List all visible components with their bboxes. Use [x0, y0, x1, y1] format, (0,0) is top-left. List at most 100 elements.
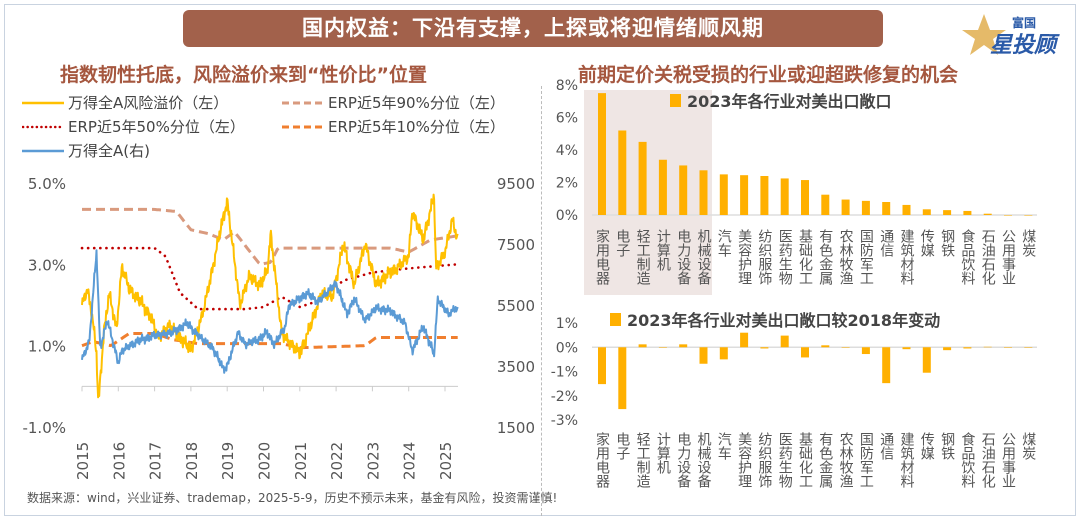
- category-label: 计算机: [655, 229, 671, 272]
- category-label: 食品饮料: [959, 228, 975, 285]
- bar-机械设备: [699, 170, 708, 215]
- legend-item-erp50: ERP近5年50%分位（左）: [22, 116, 245, 137]
- bar-汽车: [719, 174, 728, 215]
- bar-医药生物: [780, 178, 789, 215]
- svg-text:星投顾: 星投顾: [990, 33, 1060, 58]
- bar-通信: [882, 202, 891, 215]
- series-line-0: [81, 193, 459, 399]
- x-tick-label: 2021: [292, 442, 310, 480]
- category-label: 有色金属: [817, 432, 833, 488]
- bar-电力设备: [679, 344, 688, 348]
- bar-煤炭: [1024, 215, 1033, 216]
- legend-line-icon: [282, 125, 324, 128]
- bar-石油石化: [983, 213, 992, 215]
- bar-计算机: [658, 159, 667, 215]
- legend-label: ERP近5年90%分位（左）: [328, 94, 505, 112]
- y-tick: -1%: [551, 365, 578, 381]
- category-label: 传媒: [919, 432, 935, 460]
- y-tick: 8%: [556, 78, 578, 94]
- category-label: 煤炭: [1020, 432, 1036, 460]
- category-label: 计算机: [655, 432, 671, 475]
- y-tick: 0%: [556, 208, 578, 224]
- legend-label: 万得全A风险溢价（左）: [68, 94, 229, 112]
- x-tick-label: 2018: [183, 442, 201, 480]
- bar-机械设备: [699, 347, 708, 364]
- bar-国防军工: [861, 347, 870, 355]
- bar-传媒: [922, 209, 931, 215]
- y-right-tick: 5500: [497, 297, 535, 315]
- page-title: 国内权益：下沿有支撑，上探或将迎情绪顺风期: [183, 10, 883, 47]
- erp-line-chart: 5.0% 3.0% 1.0% -1.0% 9500 7500 5500 3500 1500 201…: [22, 175, 535, 480]
- category-label: 建筑材料: [899, 432, 915, 488]
- category-label: 建筑材料: [899, 229, 915, 285]
- category-label: 钢铁: [939, 229, 955, 257]
- series-line-1: [82, 207, 458, 266]
- page-frame: [4, 4, 1076, 516]
- y-tick: -2%: [551, 389, 578, 405]
- bar-家用电器: [598, 93, 606, 215]
- category-label: 农林牧渔: [838, 432, 854, 488]
- category-label: 轻工制造: [635, 229, 651, 286]
- star-icon: [962, 14, 1006, 55]
- x-tick-label: 2025: [437, 442, 455, 480]
- category-label: 基础化工: [797, 228, 813, 285]
- category-label: 食品饮料: [959, 431, 975, 488]
- legend-line-icon: [282, 101, 324, 104]
- bar-医药生物: [780, 335, 789, 348]
- bar-电子: [618, 347, 627, 410]
- bar-石油石化: [983, 346, 992, 348]
- y-tick: 1%: [556, 316, 578, 332]
- legend-item-erp90: ERP近5年90%分位（左）: [282, 92, 505, 113]
- bar-煤炭: [1024, 347, 1033, 348]
- y-tick: 4%: [556, 143, 578, 159]
- bar-家用电器: [598, 347, 606, 385]
- category-label: 石油石化: [980, 229, 996, 286]
- y-tick: 0%: [556, 340, 578, 356]
- y-tick: 2%: [556, 176, 578, 192]
- source-footnote: 数据来源：wind，兴业证券、trademap，2025-5-9，历史不预示未来…: [27, 491, 558, 505]
- y-left-tick: 5.0%: [28, 175, 66, 193]
- category-label: 电力设备: [675, 432, 691, 488]
- bar-纺织服饰: [760, 347, 769, 349]
- chart-title-text: 2023年各行业对美出口敞口较2018年变动: [627, 311, 941, 330]
- right-subtitle: 前期定价关税受损的行业或迎超跌修复的机会: [578, 64, 959, 86]
- category-label: 有色金属: [817, 229, 833, 285]
- category-label: 农林牧渔: [838, 229, 854, 285]
- legend-swatch: [610, 312, 621, 326]
- bar-有色金属: [821, 194, 830, 215]
- bar-计算机: [658, 347, 667, 348]
- bar-通信: [882, 347, 891, 384]
- category-label: 汽车: [716, 229, 732, 257]
- category-label: 国防军工: [858, 432, 874, 488]
- category-label: 国防军工: [858, 229, 874, 285]
- section-divider: [541, 86, 542, 516]
- bar-公用事业: [1004, 215, 1012, 216]
- y-left-tick: -1.0%: [22, 419, 66, 437]
- category-label: 医药生物: [777, 432, 793, 489]
- legend-line-icon: [22, 101, 64, 104]
- y-tick: 6%: [556, 111, 578, 127]
- bar-钢铁: [943, 347, 952, 351]
- y-right-tick: 9500: [497, 175, 535, 193]
- y-left-tick: 3.0%: [28, 256, 66, 274]
- legend-swatch: [670, 93, 681, 107]
- legend-item-erp10: ERP近5年10%分位（左）: [282, 116, 505, 137]
- bar-基础化工: [801, 347, 809, 358]
- bar-农林牧渔: [841, 199, 850, 215]
- category-label: 美容护理: [736, 432, 752, 488]
- category-label: 机械设备: [696, 432, 712, 488]
- category-label: 家用电器: [594, 431, 610, 488]
- category-label: 通信: [878, 432, 894, 460]
- category-label: 纺织服饰: [756, 229, 772, 285]
- bar-美容护理: [740, 332, 749, 348]
- series-line-4: [81, 249, 459, 374]
- top-bar-chart-title: 2023年各行业对美出口敞口: [670, 88, 892, 112]
- category-label: 石油石化: [980, 432, 996, 489]
- category-label: 电子: [614, 229, 630, 257]
- bar-纺织服饰: [760, 176, 769, 215]
- bar-公用事业: [1004, 347, 1012, 348]
- category-label: 电子: [614, 432, 630, 460]
- bar-建筑材料: [902, 347, 911, 350]
- category-label: 汽车: [716, 432, 732, 460]
